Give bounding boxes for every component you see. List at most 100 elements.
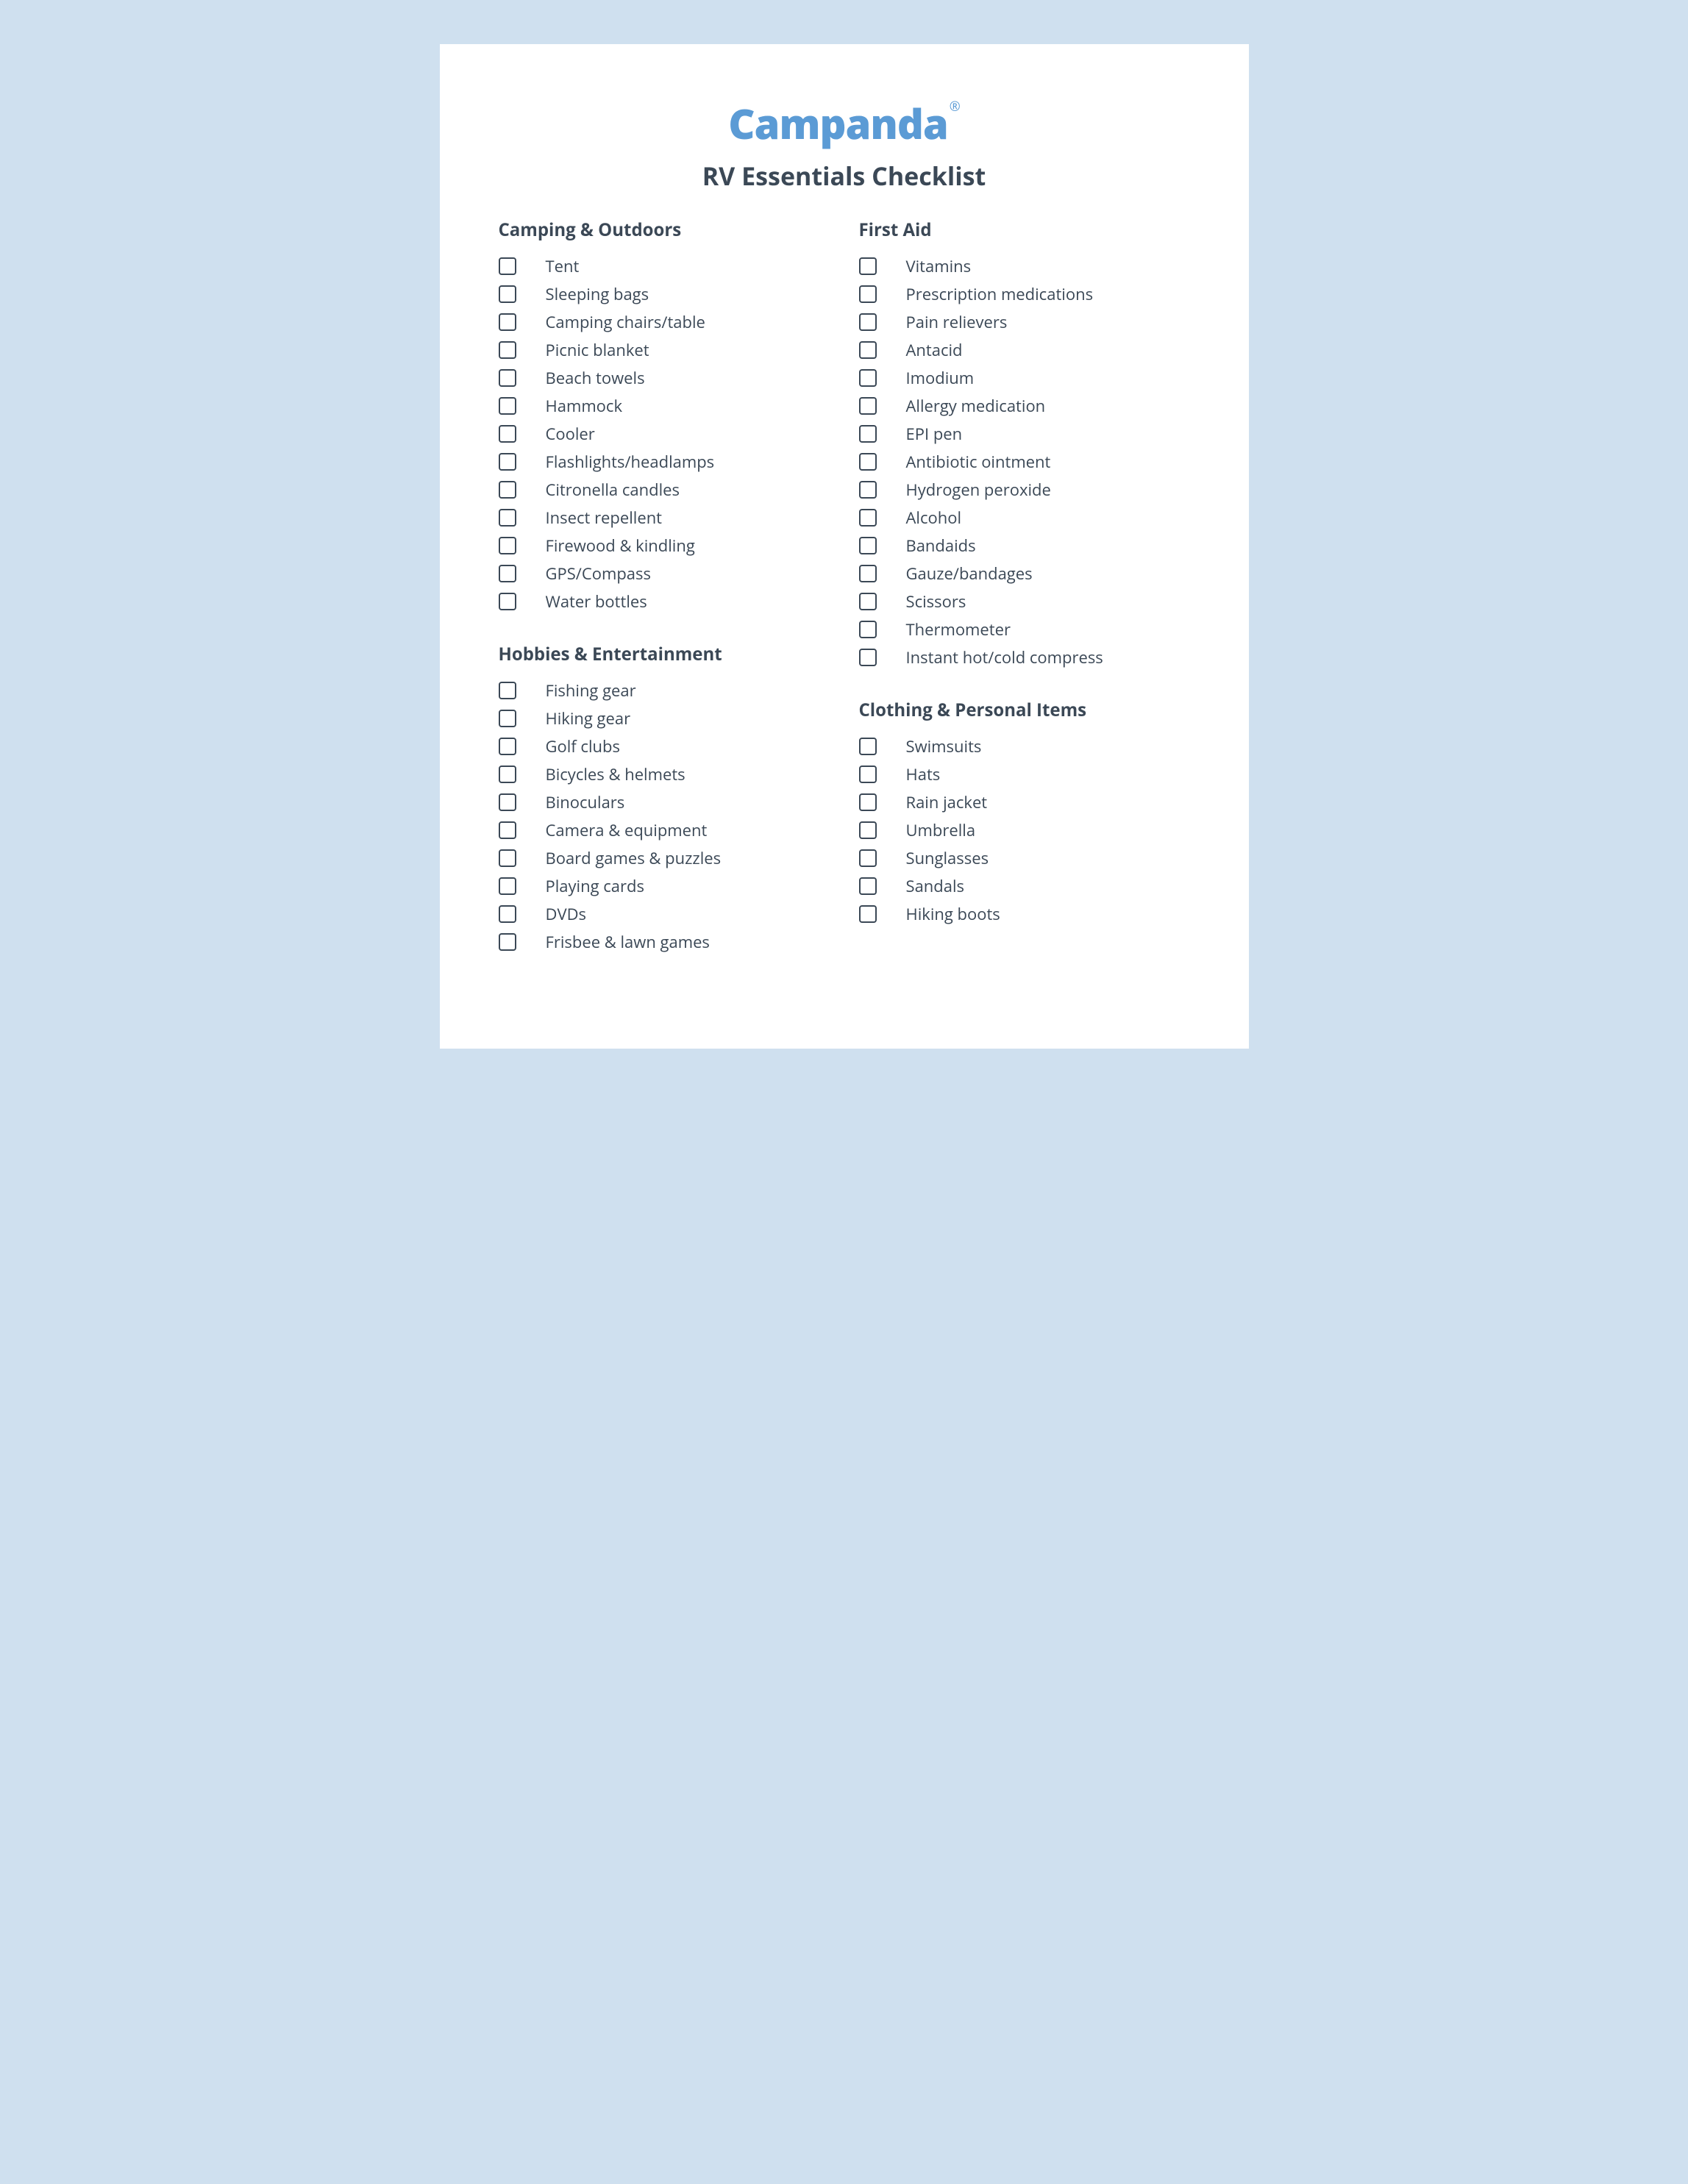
list-item: GPS/Compass <box>499 560 830 588</box>
item-label: Swimsuits <box>906 735 982 757</box>
section-title: Clothing & Personal Items <box>859 698 1190 722</box>
checkbox[interactable] <box>499 341 516 359</box>
checkbox[interactable] <box>499 537 516 554</box>
checkbox[interactable] <box>499 710 516 727</box>
section-title: Camping & Outdoors <box>499 218 830 242</box>
list-item: Cooler <box>499 420 830 448</box>
checkbox[interactable] <box>499 369 516 387</box>
list-item: Pain relievers <box>859 308 1190 336</box>
checkbox[interactable] <box>859 453 877 471</box>
item-label: Antibiotic ointment <box>906 451 1051 473</box>
checkbox[interactable] <box>499 738 516 755</box>
list-item: Sleeping bags <box>499 280 830 308</box>
checkbox[interactable] <box>499 821 516 839</box>
checkbox[interactable] <box>859 425 877 443</box>
item-label: Sunglasses <box>906 847 989 869</box>
checkbox[interactable] <box>499 453 516 471</box>
checkbox[interactable] <box>499 682 516 699</box>
list-item: Flashlights/headlamps <box>499 448 830 476</box>
item-label: Scissors <box>906 590 966 613</box>
list-item: Swimsuits <box>859 732 1190 760</box>
checkbox[interactable] <box>499 509 516 527</box>
checkbox[interactable] <box>859 738 877 755</box>
item-label: Binoculars <box>546 791 625 813</box>
checkbox[interactable] <box>859 397 877 415</box>
list-item: Board games & puzzles <box>499 844 830 872</box>
list-item: Bicycles & helmets <box>499 760 830 788</box>
list-item: Antacid <box>859 336 1190 364</box>
column-right: First AidVitaminsPrescription medication… <box>859 218 1190 982</box>
checkbox[interactable] <box>499 285 516 303</box>
checkbox[interactable] <box>859 621 877 638</box>
item-label: Citronella candles <box>546 479 680 501</box>
item-label: Sandals <box>906 875 965 897</box>
list-item: Imodium <box>859 364 1190 392</box>
checkbox[interactable] <box>859 509 877 527</box>
checkbox[interactable] <box>859 481 877 499</box>
list-item: Picnic blanket <box>499 336 830 364</box>
item-label: Hammock <box>546 395 623 417</box>
checkbox[interactable] <box>499 313 516 331</box>
list-item: Camping chairs/table <box>499 308 830 336</box>
checkbox[interactable] <box>499 849 516 867</box>
section-first-aid: First AidVitaminsPrescription medication… <box>859 218 1190 671</box>
checkbox[interactable] <box>859 905 877 923</box>
item-label: Pain relievers <box>906 311 1008 333</box>
checkbox[interactable] <box>499 481 516 499</box>
checkbox[interactable] <box>859 285 877 303</box>
checkbox[interactable] <box>859 793 877 811</box>
section-camping-outdoors: Camping & Outdoors Tent Sleeping bags Campi… <box>499 218 830 615</box>
item-label: Firewood & kindling <box>546 535 695 557</box>
checkbox[interactable] <box>859 565 877 582</box>
brand-symbol: ® <box>950 98 960 115</box>
item-label: Thermometer <box>906 618 1011 640</box>
list-item: Camera & equipment <box>499 816 830 844</box>
checkbox[interactable] <box>859 766 877 783</box>
section-title: Hobbies & Entertainment <box>499 642 830 666</box>
checkbox[interactable] <box>859 649 877 666</box>
checkbox[interactable] <box>499 257 516 275</box>
item-label: Allergy medication <box>906 395 1046 417</box>
item-label: Water bottles <box>546 590 647 613</box>
list-item: Instant hot/cold compress <box>859 643 1190 671</box>
list-item: Insect repellent <box>499 504 830 532</box>
checkbox[interactable] <box>859 849 877 867</box>
list-item: Gauze/bandages <box>859 560 1190 588</box>
checkbox[interactable] <box>499 905 516 923</box>
item-label: Flashlights/headlamps <box>546 451 715 473</box>
checkbox[interactable] <box>499 565 516 582</box>
checkbox[interactable] <box>499 593 516 610</box>
item-label: Tent <box>546 255 580 277</box>
item-label: Umbrella <box>906 819 976 841</box>
list-item: Citronella candles <box>499 476 830 504</box>
item-label: DVDs <box>546 903 587 925</box>
checkbox[interactable] <box>499 933 516 951</box>
item-label: Cooler <box>546 423 595 445</box>
list-item: Umbrella <box>859 816 1190 844</box>
list-item: Water bottles <box>499 588 830 615</box>
list-item: Beach towels <box>499 364 830 392</box>
list-item: Frisbee & lawn games <box>499 928 830 956</box>
list-item: Thermometer <box>859 615 1190 643</box>
checkbox[interactable] <box>859 257 877 275</box>
list-item: Rain jacket <box>859 788 1190 816</box>
column-left: Camping & Outdoors Tent Sleeping bags Campi… <box>499 218 830 982</box>
checkbox[interactable] <box>859 821 877 839</box>
list-item: Allergy medication <box>859 392 1190 420</box>
checkbox[interactable] <box>859 537 877 554</box>
checkbox[interactable] <box>499 766 516 783</box>
checkbox[interactable] <box>499 793 516 811</box>
brand-text: Campanda <box>728 96 948 151</box>
checkbox[interactable] <box>859 877 877 895</box>
checkbox[interactable] <box>499 425 516 443</box>
list-item: Tent <box>499 252 830 280</box>
checkbox[interactable] <box>859 369 877 387</box>
checkbox[interactable] <box>859 341 877 359</box>
checkbox[interactable] <box>499 397 516 415</box>
item-label: Vitamins <box>906 255 972 277</box>
item-label: Sleeping bags <box>546 283 649 305</box>
checkbox[interactable] <box>859 313 877 331</box>
item-label: Alcohol <box>906 507 962 529</box>
checkbox[interactable] <box>499 877 516 895</box>
checkbox[interactable] <box>859 593 877 610</box>
